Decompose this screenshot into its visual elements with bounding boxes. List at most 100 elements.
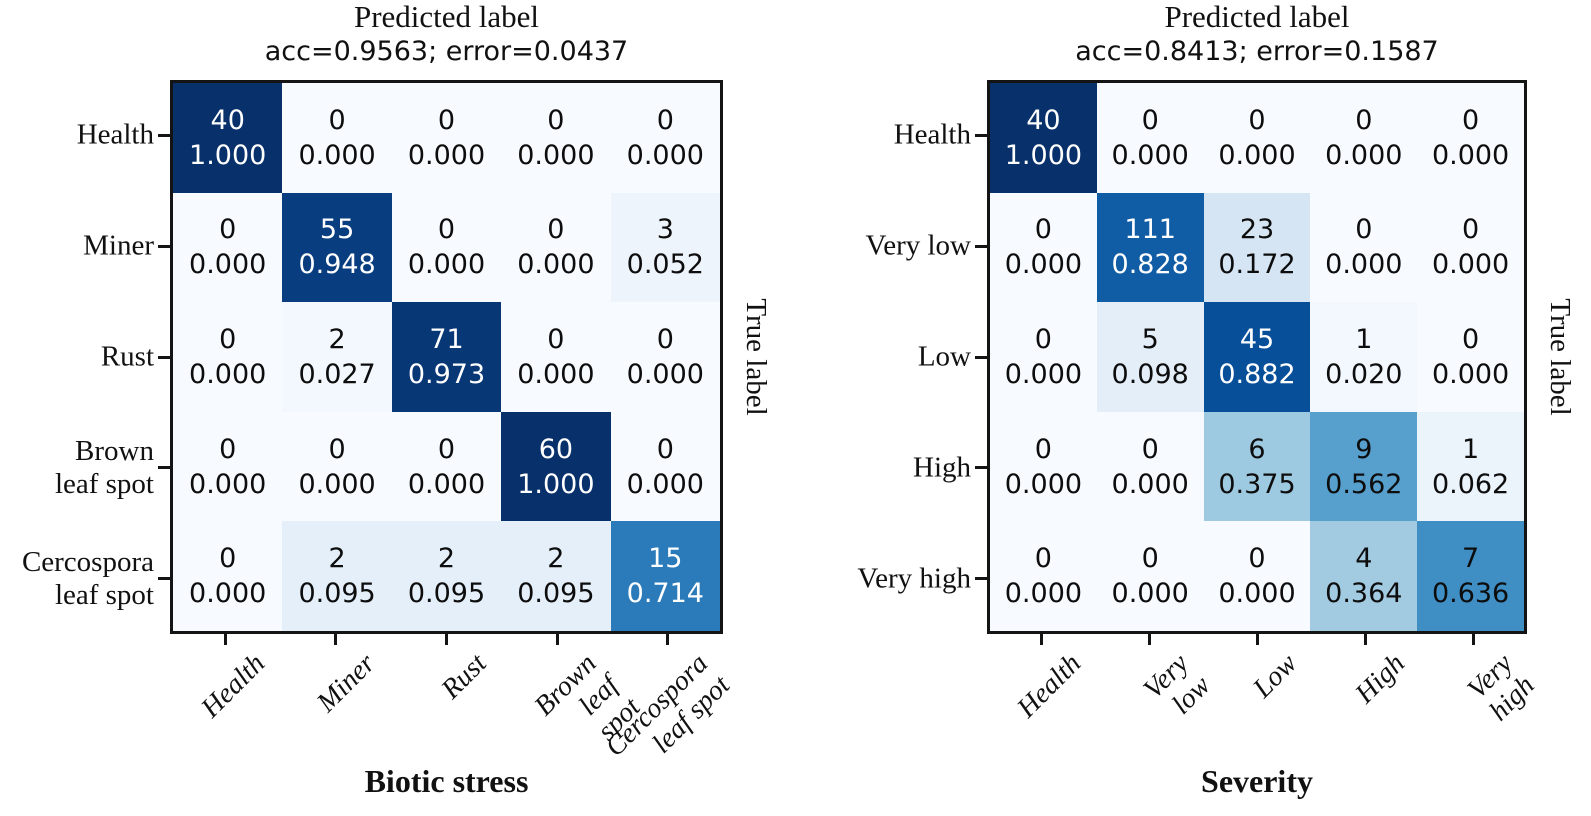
cell-count: 0 [1034,433,1052,465]
matrix-cell: 0 0.000 [1417,83,1524,193]
matrix-cell: 0 0.000 [282,83,392,193]
matrix-cell: 0 0.000 [1096,521,1204,631]
cell-count: 2 [547,543,565,575]
cell-count: 2 [328,323,346,355]
cell-fraction: 1.000 [1004,139,1083,171]
matrix-cell: 7 0.636 [1417,521,1524,631]
cell-count: 0 [1034,323,1052,355]
cell-count: 0 [547,323,565,355]
cell-fraction: 0.000 [626,358,704,390]
y-tick [158,355,170,359]
matrix-cell: 40 1.000 [173,83,283,193]
cell-fraction: 0.882 [1218,358,1296,390]
matrix-cell: 6 0.375 [1203,411,1311,522]
matrix-cell: 0 0.000 [173,192,283,303]
matrix-cell: 2 0.095 [282,521,392,631]
cell-fraction: 0.000 [407,468,486,500]
cell-count: 0 [328,104,346,136]
cell-fraction: 0.000 [1431,249,1510,281]
cell-count: 45 [1239,323,1275,355]
cell-fraction: 0.000 [1004,358,1083,390]
cell-fraction: 0.828 [1111,249,1189,281]
cell-count: 0 [219,433,237,465]
cell-count: 60 [538,433,574,465]
cell-fraction: 0.636 [1431,578,1510,610]
cell-count: 55 [319,214,355,246]
cell-count: 0 [219,543,237,575]
cell-fraction: 0.973 [407,358,486,390]
y-tick [158,466,170,470]
cell-fraction: 0.062 [1431,468,1510,500]
cell-fraction: 0.000 [517,249,595,281]
cell-fraction: 0.000 [189,358,267,390]
cell-fraction: 0.000 [1004,578,1083,610]
predicted-class-label: Health [195,648,272,724]
y-tick [158,244,170,248]
cell-fraction: 0.000 [1111,139,1189,171]
x-tick [1471,634,1475,645]
cell-fraction: 0.000 [1325,139,1403,171]
cell-fraction: 0.000 [1111,468,1189,500]
x-tick [666,634,670,645]
cell-fraction: 0.000 [1111,578,1189,610]
heatmap-grid: 40 1.000 0 0.000 0 0.000 0 0.000 0 0.000 0 0.000 55 0… [170,80,723,634]
true-class-label: Very high [857,562,971,595]
matrix-cell: 0 0.000 [1417,302,1524,412]
true-class-label: Health [76,118,154,151]
cell-fraction: 0.172 [1218,249,1296,281]
predicted-class-label: Miner [311,648,382,719]
cell-count: 9 [1355,433,1373,465]
predicted-class-label: Very low [1137,648,1217,721]
predicted-class-label: High [1349,648,1411,710]
cell-count: 0 [1248,104,1266,136]
cell-fraction: 0.000 [1004,468,1083,500]
matrix-cell: 40 1.000 [990,83,1097,193]
x-tick [334,634,338,645]
cell-count: 0 [1355,104,1373,136]
y-tick [158,133,170,137]
cell-count: 111 [1124,214,1176,246]
cell-fraction: 0.562 [1325,468,1403,500]
matrix-cell: 55 0.948 [282,192,392,303]
x-tick [445,634,448,645]
accuracy-subtitle: acc=0.9563; error=0.0437 [264,36,629,67]
cell-fraction: 0.000 [1431,139,1510,171]
matrix-cell: 45 0.882 [1203,302,1311,412]
predicted-class-label: Very high [1461,648,1541,728]
cell-fraction: 0.000 [1004,249,1083,281]
cell-count: 2 [328,543,346,575]
y-tick [158,577,170,581]
true-class-label: Low [917,340,971,373]
cell-fraction: 0.000 [517,139,595,171]
y-tick [975,466,987,470]
x-axis-title: Severity [1201,763,1313,799]
cell-fraction: 0.095 [517,578,595,610]
matrix-cell: 0 0.000 [1203,83,1311,193]
predicted-class-label: Cercospora leaf spot [598,648,736,763]
cell-count: 0 [437,214,456,246]
matrix-cell: 9 0.562 [1310,411,1418,522]
matrix-cell: 15 0.714 [610,521,720,631]
cell-count: 0 [547,214,565,246]
cell-fraction: 0.000 [407,139,486,171]
matrix-cell: 0 0.000 [391,192,502,303]
cell-fraction: 0.095 [298,578,376,610]
cell-count: 0 [437,104,456,136]
cell-count: 1 [1355,323,1373,355]
predicted-label-title: Predicted label [1164,0,1350,34]
cell-fraction: 0.000 [1218,578,1296,610]
cell-fraction: 0.095 [407,578,486,610]
matrix-cell: 0 0.000 [1310,83,1418,193]
matrix-cell: 1 0.062 [1417,411,1524,522]
cell-fraction: 0.052 [626,249,704,281]
cell-count: 7 [1462,543,1480,575]
cell-fraction: 0.000 [517,358,595,390]
predicted-class-label: Brown leaf spot [529,648,647,747]
cell-count: 0 [1034,543,1052,575]
cell-fraction: 0.000 [189,249,267,281]
y-tick [975,577,987,581]
cell-fraction: 0.000 [189,578,267,610]
true-class-label: Very low [865,229,971,262]
matrix-cell: 0 0.000 [501,192,611,303]
